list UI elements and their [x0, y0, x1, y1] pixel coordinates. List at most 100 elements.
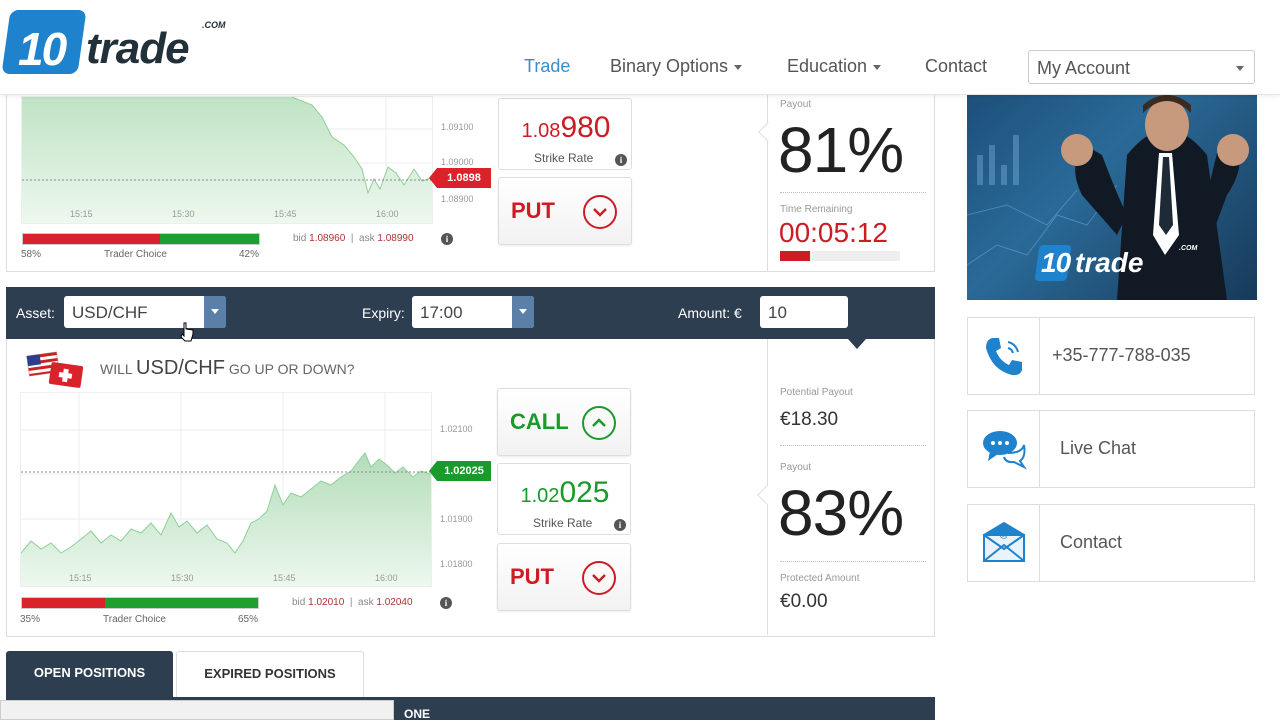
email-contact-card[interactable]: @ Contact [967, 504, 1255, 582]
promo-banner[interactable]: 10 trade .COM [967, 95, 1257, 300]
brand-logo[interactable]: 10 trade .COM [1, 10, 236, 76]
put-label: PUT [510, 564, 554, 589]
ask-label: ask [359, 233, 375, 244]
chevron-down-icon [512, 296, 534, 328]
amount-input[interactable]: 10 [760, 296, 848, 328]
my-account-label: My Account [1037, 58, 1131, 78]
svg-text:@: @ [999, 529, 1009, 540]
amount-pointer [848, 339, 866, 349]
potential-payout-value: €18.30 [780, 409, 839, 430]
site-header: 10 trade .COM Trade Binary Options Educa… [0, 0, 1280, 95]
protected-amount-label: Protected Amount [780, 573, 860, 584]
nav-contact[interactable]: Contact [925, 56, 987, 77]
info-icon[interactable]: i [440, 597, 452, 609]
my-account-dropdown[interactable]: My Account [1028, 50, 1255, 84]
asset-select[interactable]: USD/CHF [64, 296, 226, 328]
trader-choice-bar [21, 597, 259, 609]
strike-rate-prefix: 1.02 [520, 485, 560, 507]
strike-rate-prefix: 1.08 [521, 120, 561, 142]
live-chat-label: Live Chat [1060, 438, 1137, 458]
current-price-tag: 1.0898 [429, 168, 491, 188]
asset-label: Asset: [16, 305, 55, 321]
protected-amount-value: €0.00 [780, 591, 828, 612]
trade-question: WILL USD/CHF GO UP OR DOWN? [100, 357, 355, 380]
nav-education-label: Education [787, 56, 868, 76]
nav-education[interactable]: Education [787, 56, 882, 77]
ask-label: ask [358, 597, 374, 608]
mouse-pointer-icon [180, 322, 194, 347]
nav-binary-options-label: Binary Options [610, 56, 729, 76]
payout-label: Payout [780, 462, 812, 473]
trader-choice-right-pct: 65% [238, 614, 259, 625]
price-area [22, 97, 432, 223]
nav-trade[interactable]: Trade [524, 56, 570, 77]
price-line [21, 452, 431, 554]
time-remaining-value: 00:05:12 [779, 217, 888, 248]
live-chat-card[interactable]: Live Chat [967, 410, 1255, 488]
logo-suffix: .COM [202, 20, 226, 30]
strike-rate-value: 1.02025 [498, 476, 632, 510]
x-tick: 16:00 [375, 573, 398, 583]
question-prefix: WILL [100, 361, 133, 377]
promo-graphic [967, 95, 1249, 300]
x-tick: 15:45 [274, 209, 297, 219]
ask-value: 1.02040 [376, 597, 413, 608]
price-chart-svg [21, 393, 431, 586]
email-icon: @ [983, 521, 1025, 562]
time-remaining-fill [780, 251, 810, 261]
promo-logo-suffix: .COM [1179, 245, 1198, 252]
y-tick: 1.02100 [440, 424, 473, 434]
price-line [291, 97, 432, 195]
strike-rate-box: 1.02025 Strike Rate i [497, 463, 631, 535]
put-label: PUT [511, 198, 555, 223]
trader-choice-down [23, 234, 160, 244]
info-icon[interactable]: i [441, 233, 453, 245]
promo-logo-number: 10 [1041, 247, 1071, 278]
trader-choice-down [22, 598, 105, 608]
bid-label: bid [292, 597, 306, 608]
x-tick: 16:00 [376, 209, 399, 219]
email-icon-box: @ [968, 505, 1040, 581]
amount-label: Amount: € [678, 305, 742, 321]
y-tick: 1.09000 [441, 157, 474, 167]
divider [780, 561, 926, 562]
trader-choice-right-pct: 42% [239, 249, 260, 260]
info-icon[interactable]: i [615, 154, 627, 166]
call-label: CALL [510, 409, 569, 434]
strike-rate-label: Strike Rate [534, 151, 594, 165]
question-suffix: GO UP OR DOWN? [228, 361, 355, 377]
chevron-down-icon [1236, 66, 1244, 71]
call-button[interactable]: CALL [497, 388, 631, 456]
divider [780, 445, 926, 446]
tab-open-positions[interactable]: OPEN POSITIONS [6, 651, 173, 697]
logo-wordmark: trade [86, 24, 190, 73]
chevron-down-icon [734, 64, 743, 70]
put-button[interactable]: PUT [497, 543, 631, 611]
tab-expired-positions[interactable]: EXPIRED POSITIONS [176, 651, 364, 697]
strike-rate-label: Strike Rate [533, 516, 593, 530]
phone-icon-box [968, 318, 1040, 394]
trader-choice-up [159, 234, 259, 244]
y-tick: 1.01800 [440, 559, 473, 569]
time-remaining-label: Time Remaining [780, 204, 853, 215]
promo-logo-wordmark: trade [1075, 247, 1144, 278]
trader-choice-left-pct: 35% [20, 614, 41, 625]
question-asset: USD/CHF [136, 357, 225, 379]
price-chart: 15:15 15:30 15:45 16:00 [20, 392, 432, 587]
strike-rate-digits: 980 [560, 111, 611, 144]
ask-value: 1.08990 [377, 233, 414, 244]
currency-flags-icon [24, 350, 88, 390]
put-button[interactable]: PUT [498, 177, 632, 245]
bid-ask: bid 1.02010 | ask 1.02040 [292, 597, 413, 608]
browser-status-bar [0, 700, 394, 720]
chevron-down-icon [204, 296, 226, 328]
expiry-select[interactable]: 17:00 [412, 296, 534, 328]
price-chart-svg [22, 97, 432, 223]
amount-value: 10 [768, 303, 787, 322]
y-tick: 1.09100 [441, 122, 474, 132]
phone-contact-card[interactable]: +35-777-788-035 [967, 317, 1255, 395]
divider [780, 192, 926, 193]
info-icon[interactable]: i [614, 519, 626, 531]
asset-toolbar: Asset: USD/CHF Expiry: 17:00 Amount: € 1… [6, 287, 935, 349]
nav-binary-options[interactable]: Binary Options [610, 56, 743, 77]
